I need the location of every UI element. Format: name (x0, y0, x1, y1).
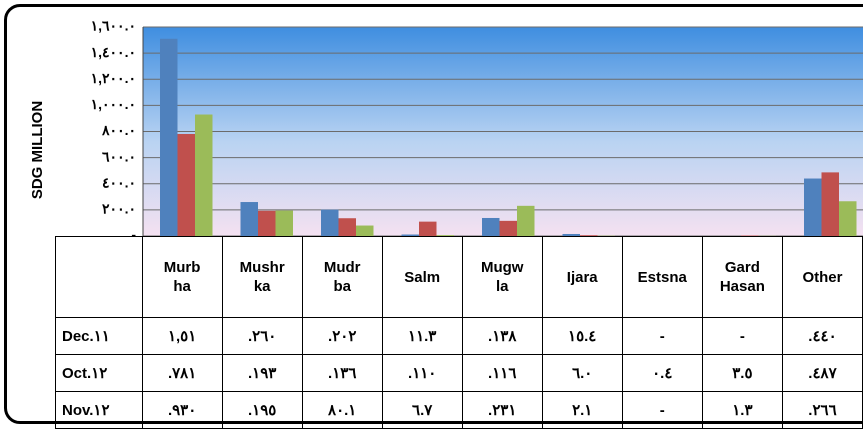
category-cell: Estsna (621, 236, 703, 318)
series-name: Nov.١٢ (55, 391, 143, 429)
category-text: Ijara (566, 268, 598, 286)
value-cell: .٢٦٠ (221, 317, 303, 355)
category-text: Mushr ka (239, 259, 285, 295)
bar (240, 202, 258, 236)
value-cell: ٢.١ (541, 391, 623, 429)
value-cell: .١٣٨ (461, 317, 543, 355)
value-cell: .١١٦ (461, 354, 543, 392)
category-cell: Mugw la (461, 236, 543, 318)
y-tick-label: ٦٠٠.٠ (102, 148, 136, 164)
category-cell: Salm (381, 236, 463, 318)
bar (436, 235, 454, 236)
value-cell: .١٩٥ (221, 391, 303, 429)
value-cell: ٦.٧ (381, 391, 463, 429)
bar (499, 220, 517, 236)
y-tick-label: - (131, 227, 136, 237)
category-text: Mudr ba (323, 259, 361, 295)
category-cell: Other (781, 236, 863, 318)
category-text: Murb ha (163, 259, 201, 295)
category-text: Estsna (637, 268, 687, 286)
y-tick-label: ١,٤٠٠.٠ (91, 44, 136, 60)
value-cell: ٣.٥ (701, 354, 783, 392)
category-cell: Mushr ka (221, 236, 303, 318)
y-tick-label: ٨٠٠.٠ (101, 122, 136, 138)
value-cell: ٨٠.١ (301, 391, 383, 429)
data-row: Nov.١٢.٩٣٠.١٩٥ ٨٠.١ ٦.٧.٢٣١ ٢.١-١.٣.٢٦٦ (55, 391, 863, 429)
value-cell: .٩٣٠ (141, 391, 223, 429)
data-row: Dec.١١ ١,٥١.٢٦٠.٢٠٢ ١١.٣.١٣٨ ١٥.٤- - .٤٤٠ (55, 317, 863, 355)
chart: SDG MILLION - ٢٠٠.٠ ٤٠٠.٠ ٦٠٠.٠ ٨٠٠.٠ ١,٠٠٠.٠… (29, 18, 863, 237)
value-cell: .٧٨١ (141, 354, 223, 392)
corner-cell (55, 236, 143, 318)
bar (401, 234, 419, 236)
bar (821, 172, 839, 236)
value-cell: - (621, 317, 703, 355)
value-cell: ٠.٤ (621, 354, 703, 392)
y-tick-label: ١,٦٠٠.٠ (91, 18, 136, 34)
y-tick-label: ١,٠٠٠.٠ (91, 96, 136, 112)
value-cell: ١٥.٤ (541, 317, 623, 355)
category-text: Gard Hasan (719, 259, 765, 295)
bar (517, 205, 535, 236)
value-cell: .٢٠٢ (301, 317, 383, 355)
bar (562, 233, 580, 236)
bar (321, 209, 339, 236)
value-cell: .١٩٣ (221, 354, 303, 392)
bar (160, 38, 178, 236)
y-tick-label: ٤٠٠.٠ (102, 174, 136, 190)
data-table: Murb ha Mushr ka Mudr ba Salm Mugw la Ijara Es… (55, 236, 863, 429)
series-name: Dec.١١ (55, 317, 143, 355)
value-cell: ٦.٠ (541, 354, 623, 392)
value-cell: - (701, 317, 783, 355)
series-name: Oct.١٢ (55, 354, 143, 392)
data-row: Oct.١٢.٧٨١.١٩٣.١٣٦.١١٠.١١٦ ٦.٠ ٠.٤ ٣.٥.٤٨٧ (55, 354, 863, 392)
bar (580, 235, 598, 236)
y-tick-label: ٢٠٠.٠ (102, 201, 136, 217)
category-cell: Gard Hasan (701, 236, 783, 318)
bar (356, 225, 374, 236)
bar (419, 221, 437, 236)
value-cell: .٢٦٦ (781, 391, 863, 429)
value-cell: .١١٠ (381, 354, 463, 392)
header-row: Murb ha Mushr ka Mudr ba Salm Mugw la Ijara Es… (55, 236, 863, 318)
y-tick-label: ١,٢٠٠.٠ (91, 70, 136, 86)
bar (338, 218, 356, 236)
value-cell: ١.٣ (701, 391, 783, 429)
value-cell: .٤٤٠ (781, 317, 863, 355)
value-cell: - (621, 391, 703, 429)
value-cell: .١٣٦ (301, 354, 383, 392)
bar (258, 210, 276, 236)
category-cell: Murb ha (141, 236, 223, 318)
bar (482, 217, 500, 236)
bar (177, 133, 195, 236)
value-cell: ١,٥١ (141, 317, 223, 355)
category-cell: Ijara (541, 236, 623, 318)
value-cell: .٤٨٧ (781, 354, 863, 392)
bar (275, 210, 293, 236)
value-cell: ١١.٣ (381, 317, 463, 355)
category-cell: Mudr ba (301, 236, 383, 318)
bar (804, 178, 822, 236)
category-text: Mugw la (480, 259, 524, 295)
category-text: Salm (404, 268, 441, 286)
y-axis-label: SDG MILLION (29, 101, 46, 199)
category-text: Other (802, 268, 843, 286)
value-cell: .٢٣١ (461, 391, 543, 429)
bar (195, 114, 213, 236)
bar (839, 201, 857, 236)
